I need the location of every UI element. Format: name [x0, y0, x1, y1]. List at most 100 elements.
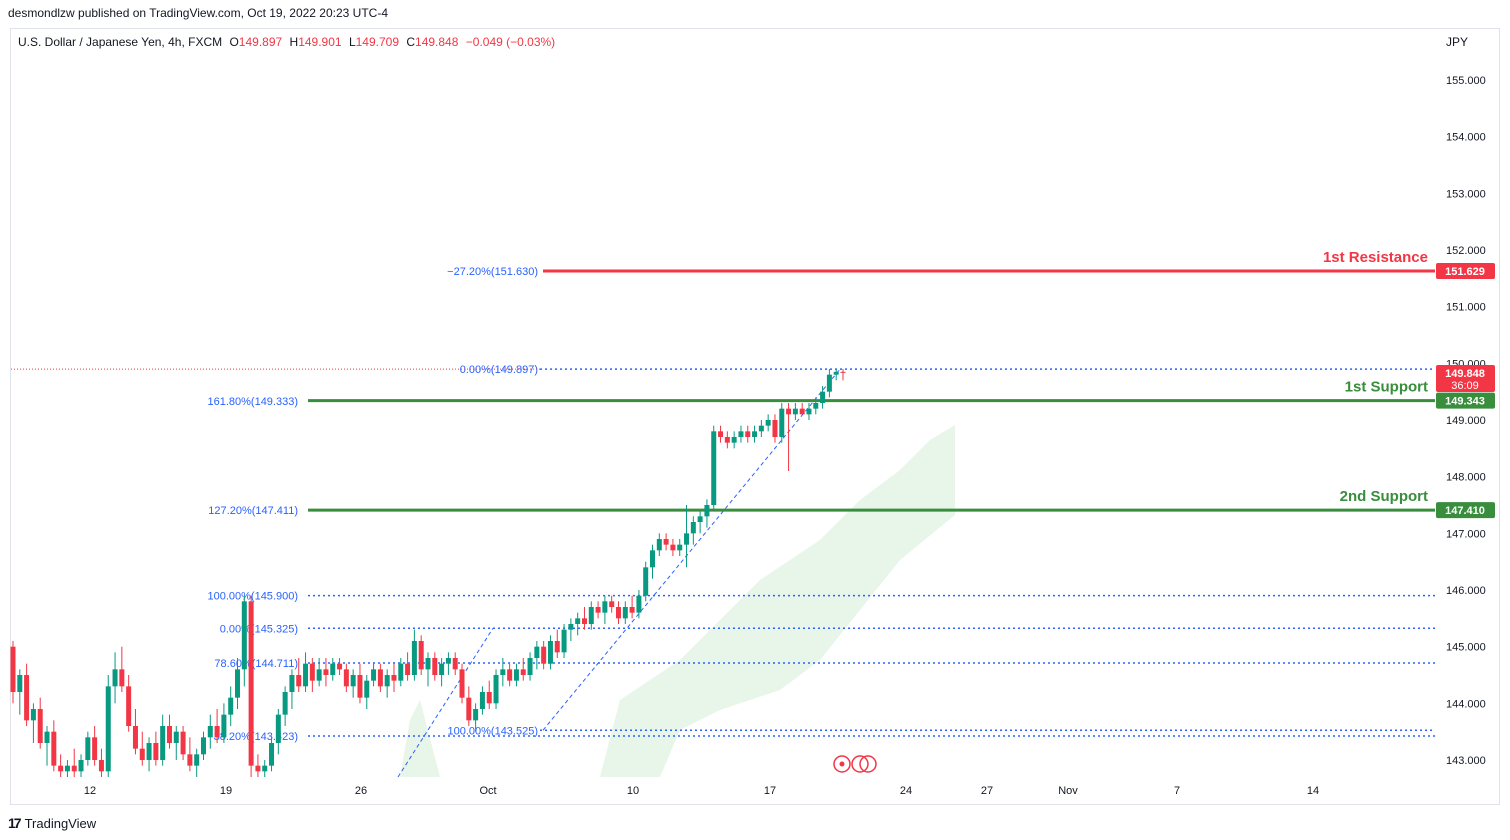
footer-brand[interactable]: TradingView	[24, 815, 97, 831]
candle-body	[221, 714, 227, 738]
candle-body	[432, 658, 438, 675]
candle-body	[78, 760, 84, 772]
time-tick-label: Oct	[479, 785, 496, 797]
price-tick-label: 146.000	[1446, 585, 1486, 597]
candle-body	[105, 686, 111, 772]
candle-body	[840, 371, 846, 373]
last-price-text: 149.848	[1445, 368, 1485, 380]
candle-body	[656, 539, 662, 551]
candle-body	[411, 641, 417, 675]
open-value: 149.897	[238, 35, 283, 49]
candle-body	[377, 669, 383, 687]
candle-body	[173, 731, 179, 743]
trend-line	[397, 627, 494, 778]
cloud-area	[400, 700, 440, 777]
symbol-label: U.S. Dollar / Japanese Yen, 4h, FXCM	[18, 35, 223, 49]
candle-body	[629, 607, 635, 613]
candle-body	[98, 760, 104, 772]
candle-body	[718, 431, 724, 437]
candle-body	[704, 505, 710, 517]
candle-body	[296, 675, 302, 687]
candle-body	[71, 765, 77, 772]
candle-body	[248, 601, 254, 766]
candle-body	[24, 675, 30, 721]
candle-body	[534, 646, 540, 658]
time-tick-label: 7	[1174, 785, 1180, 797]
candle-body	[255, 765, 261, 772]
candle-body	[561, 629, 567, 653]
candle-body	[779, 408, 785, 437]
time-tick-label: 19	[220, 785, 232, 797]
candle-body	[731, 437, 737, 443]
candle-body	[309, 663, 315, 681]
time-tick-label: 10	[627, 785, 639, 797]
candle-body	[786, 408, 792, 415]
candle-body	[405, 663, 411, 675]
currency-label: JPY	[1446, 35, 1469, 49]
event-icon	[839, 761, 845, 767]
time-tick-label: 27	[981, 785, 993, 797]
candle-body	[677, 544, 683, 551]
candle-body	[602, 601, 608, 613]
candle-body	[30, 709, 36, 721]
candle-body	[112, 669, 118, 687]
candle-body	[758, 425, 764, 432]
candle-body	[235, 669, 241, 698]
candle-body	[792, 408, 798, 415]
candle-body	[241, 601, 247, 670]
time-tick-label: 17	[764, 785, 776, 797]
change-value: −0.049 (−0.03%)	[465, 35, 556, 49]
level-price-text: 147.410	[1445, 505, 1485, 517]
candle-body	[275, 714, 281, 743]
price-tick-label: 145.000	[1446, 642, 1486, 654]
candle-body	[364, 680, 370, 698]
candle-body	[323, 669, 329, 675]
candle-body	[357, 675, 363, 698]
candle-body	[527, 658, 533, 675]
open-key: O	[229, 35, 239, 49]
candle-body	[595, 607, 601, 613]
candle-body	[813, 403, 819, 409]
candle-body	[833, 371, 839, 375]
candle-body	[92, 737, 98, 760]
candle-body	[207, 726, 213, 738]
candle-body	[568, 624, 574, 630]
candle-body	[337, 663, 343, 670]
candle-body	[343, 669, 349, 687]
candle-body	[166, 726, 172, 743]
event-icon	[859, 755, 877, 773]
candle-body	[452, 658, 458, 670]
candle-body	[486, 692, 492, 704]
fib-label: −27.20%(151.630)	[447, 266, 538, 278]
candle-body	[513, 669, 519, 681]
fib-label: 161.80%(149.333)	[207, 396, 298, 408]
candle-body	[139, 748, 145, 760]
level-price-tag	[1436, 392, 1495, 409]
candle-body	[119, 669, 125, 687]
publisher-line: desmondlzw published on TradingView.com,…	[8, 6, 388, 20]
price-tick-label: 155.000	[1446, 75, 1486, 87]
candle-body	[772, 420, 778, 437]
candle-body	[663, 539, 669, 545]
candle-body	[752, 431, 758, 437]
close-value: 149.848	[415, 35, 459, 49]
fib-label: 0.00%(145.325)	[220, 623, 298, 635]
countdown-text: 36:09	[1451, 380, 1479, 392]
high-value: 149.901	[298, 35, 342, 49]
candle-body	[697, 516, 703, 522]
price-tick-label: 153.000	[1446, 188, 1486, 200]
candle-body	[64, 765, 70, 772]
candle-body	[384, 675, 390, 687]
candle-body	[507, 669, 513, 681]
fib-label: 78.60%(144.711)	[214, 658, 298, 670]
candle-body	[180, 731, 186, 755]
candle-body	[588, 607, 594, 624]
flag-icon	[851, 755, 869, 773]
cloud-area	[600, 425, 955, 777]
time-tick-label: Nov	[1058, 785, 1078, 797]
candle-body	[282, 692, 288, 715]
candle-body	[262, 765, 268, 772]
trend-line	[542, 368, 841, 731]
candle-body	[214, 726, 220, 738]
